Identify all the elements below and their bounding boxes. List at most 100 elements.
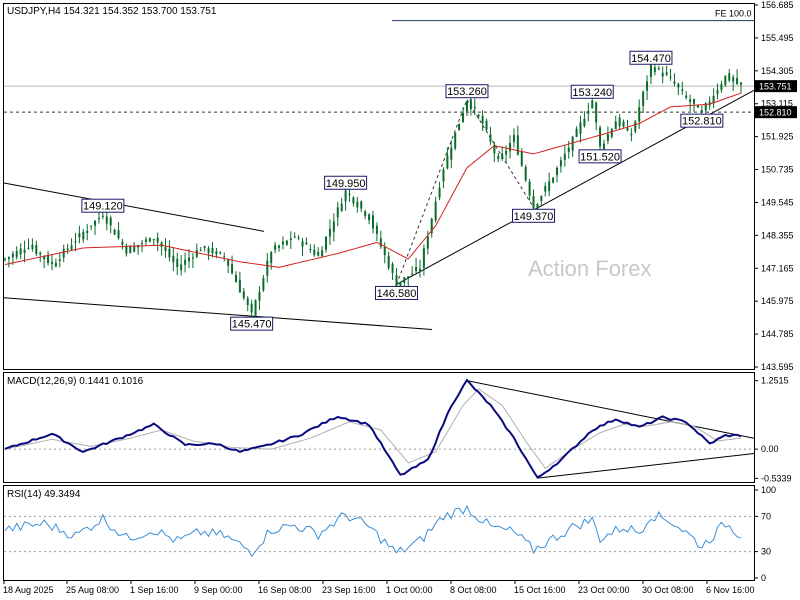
candle-body (207, 248, 210, 253)
candle-body (4, 258, 6, 260)
macd-panel[interactable] (3, 372, 755, 483)
watermark: Action Forex (528, 256, 652, 281)
candle-body (325, 236, 328, 250)
price-tick-label: 149.545 (761, 197, 794, 207)
candle-body (497, 155, 500, 160)
candle-body (728, 73, 731, 81)
price-tick-label: 148.355 (761, 230, 794, 240)
candle-body (732, 77, 735, 82)
candle-body (579, 122, 582, 134)
candle-body (489, 134, 492, 142)
current-price-badge: 153.751 (759, 82, 792, 92)
macd-tick-label: 0.00 (761, 444, 779, 454)
price-tick-label: 150.735 (761, 165, 794, 175)
candle-body (657, 68, 660, 70)
fe-label: FE 100.0 (715, 9, 752, 19)
candle-body (101, 215, 104, 217)
candle-body (262, 278, 265, 291)
candle-body (19, 248, 22, 255)
candle-body (638, 107, 641, 122)
candle-body (223, 256, 226, 258)
candle-body (215, 251, 218, 255)
candle-body (669, 76, 672, 78)
candle-body (195, 250, 198, 257)
candle-body (144, 239, 147, 242)
candle-body (86, 230, 89, 234)
candle-body (211, 247, 214, 254)
rsi-lines (4, 504, 754, 557)
candle-body (152, 239, 155, 241)
price-label-box (578, 149, 622, 164)
level-price-badge-bg (755, 106, 797, 119)
price-label-box (629, 50, 673, 65)
candle-body (696, 105, 699, 108)
candle-body (704, 103, 707, 111)
candle-body (548, 181, 551, 191)
candle-body (141, 243, 144, 245)
candle-body (31, 244, 34, 249)
candle-body (364, 211, 367, 217)
price-title: USDJPY,H4 154.321 154.352 153.700 153.75… (7, 6, 217, 17)
candle-body (47, 255, 50, 264)
candle-body (438, 187, 441, 198)
candle-body (724, 75, 727, 85)
time-tick-label: 15 Oct 16:00 (514, 585, 566, 595)
candle-body (677, 83, 680, 88)
candle-body (481, 115, 484, 124)
candle-body (571, 136, 574, 151)
candle-body (54, 262, 57, 267)
macd-line (4, 378, 742, 479)
candle-body (418, 268, 421, 271)
macd-tick-label: 1.2515 (761, 376, 789, 386)
candle-body (383, 246, 386, 255)
signal-line (4, 388, 742, 470)
candle-body (450, 147, 453, 160)
candle-body (399, 282, 402, 286)
candle-body (184, 259, 187, 265)
candle-body (317, 251, 320, 256)
macd-tick-label: -0.5339 (761, 473, 792, 483)
time-tick-label: 9 Sep 00:00 (194, 585, 243, 595)
time-tick-label: 1 Sep 16:00 (130, 585, 179, 595)
candle-body (117, 230, 120, 239)
candle-body (622, 121, 625, 127)
candle-body (583, 118, 586, 127)
candle-body (462, 112, 465, 122)
time-tick-label: 25 Aug 08:00 (66, 585, 119, 595)
candle-body (234, 274, 237, 283)
candle-body (82, 232, 85, 240)
candle-body (328, 228, 331, 237)
candle-body (7, 257, 10, 259)
candle-body (250, 303, 253, 313)
candle-body (148, 238, 151, 242)
candle-body (27, 247, 30, 249)
candle-body (129, 246, 132, 254)
candle-body (246, 298, 249, 306)
candle-body (379, 238, 382, 247)
candle-body (321, 250, 324, 257)
price-label-box (570, 84, 614, 99)
candle-body (493, 144, 496, 154)
candle-body (411, 273, 414, 275)
price-panel[interactable] (3, 3, 755, 370)
candle-body (344, 190, 347, 202)
candle-body (693, 99, 696, 104)
candle-body (736, 78, 739, 84)
rsi-tick-label: 0 (761, 573, 766, 583)
channel-upper-line (3, 182, 265, 232)
candle-body (740, 82, 742, 85)
rsi-panel[interactable] (3, 485, 755, 581)
price-tick-label: 145.975 (761, 296, 794, 306)
price-tick-label: 147.165 (761, 263, 794, 273)
candle-body (712, 95, 715, 104)
candle-body (446, 155, 449, 169)
candle-body (78, 233, 81, 238)
candle-body (156, 237, 159, 243)
candle-body (552, 177, 555, 183)
price-tick-label: 151.925 (761, 132, 794, 142)
candle-body (528, 181, 531, 196)
candle-body (340, 203, 343, 212)
price-tick-label: 143.595 (761, 362, 794, 372)
price-label-153.260: 153.260 (447, 86, 487, 98)
